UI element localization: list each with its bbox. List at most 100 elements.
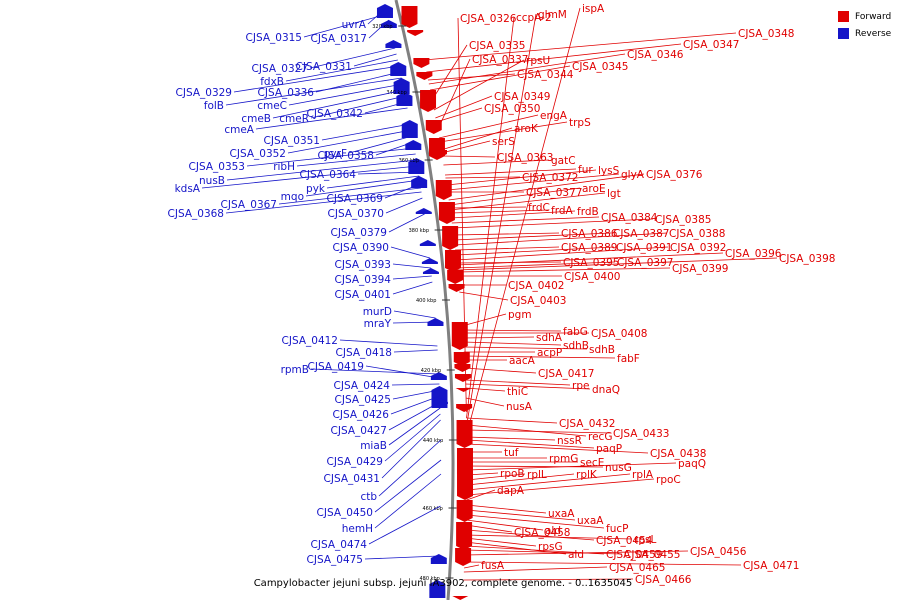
- forward-feature-arrow[interactable]: [416, 72, 433, 80]
- forward-feature-arrow[interactable]: [442, 226, 459, 250]
- reverse-gene-label[interactable]: CJSA_0352: [230, 148, 286, 160]
- reverse-gene-label[interactable]: CJSA_0331: [296, 61, 352, 73]
- forward-feature-arrow[interactable]: [447, 270, 464, 284]
- reverse-gene-label[interactable]: CJSA_0418: [336, 347, 392, 359]
- reverse-gene-label[interactable]: cmeC: [257, 100, 287, 112]
- forward-gene-label[interactable]: fusA: [481, 560, 505, 572]
- forward-gene-label[interactable]: CJSA_0348: [738, 28, 794, 40]
- forward-gene-label[interactable]: CJSA_0466: [635, 574, 692, 586]
- reverse-gene-label[interactable]: CJSA_0353: [189, 161, 245, 173]
- reverse-gene-label[interactable]: CJSA_0401: [335, 289, 391, 301]
- forward-feature-arrow[interactable]: [456, 448, 473, 478]
- reverse-gene-label[interactable]: pyrF: [324, 148, 347, 160]
- reverse-gene-label[interactable]: CJSA_0426: [333, 409, 390, 421]
- reverse-feature-arrow[interactable]: [385, 40, 402, 48]
- forward-feature-arrow[interactable]: [451, 322, 468, 350]
- reverse-feature-arrow[interactable]: [405, 140, 422, 150]
- reverse-gene-label[interactable]: CJSA_0342: [307, 108, 363, 120]
- forward-gene-label[interactable]: rplL: [527, 469, 547, 481]
- forward-gene-label[interactable]: sdhA: [536, 332, 563, 344]
- forward-gene-label[interactable]: CJSA_0471: [743, 560, 799, 572]
- reverse-feature-arrow[interactable]: [401, 120, 418, 138]
- forward-gene-label[interactable]: fabG: [563, 326, 588, 338]
- forward-gene-label[interactable]: CJSA_0335: [469, 40, 525, 52]
- reverse-gene-label[interactable]: CJSA_0351: [264, 135, 320, 147]
- forward-gene-label[interactable]: paqP: [596, 443, 622, 455]
- reverse-gene-label[interactable]: CJSA_0358: [318, 150, 374, 162]
- forward-feature-arrow[interactable]: [457, 474, 474, 500]
- reverse-gene-label[interactable]: uvrA: [342, 19, 367, 31]
- reverse-gene-label[interactable]: mraY: [364, 318, 392, 330]
- forward-gene-label[interactable]: glmM: [538, 9, 567, 21]
- reverse-feature-arrow[interactable]: [380, 20, 397, 28]
- forward-gene-label[interactable]: rpsU: [526, 55, 550, 67]
- forward-feature-arrow[interactable]: [455, 388, 472, 392]
- forward-gene-label[interactable]: CJSA_0395: [563, 257, 619, 269]
- forward-gene-label[interactable]: CJSA_0454: [596, 535, 653, 547]
- forward-gene-label[interactable]: CJSA_0372: [522, 172, 578, 184]
- forward-gene-label[interactable]: thiC: [507, 386, 528, 398]
- reverse-gene-label[interactable]: CJSA_0317: [311, 33, 367, 45]
- reverse-gene-label[interactable]: folB: [204, 100, 224, 112]
- forward-gene-label[interactable]: nssR: [557, 435, 582, 447]
- forward-gene-label[interactable]: CJSA_0400: [564, 271, 620, 283]
- reverse-feature-arrow[interactable]: [421, 258, 438, 264]
- forward-gene-label[interactable]: CJSA_0402: [508, 280, 564, 292]
- forward-gene-label[interactable]: ald: [545, 525, 561, 537]
- forward-gene-label[interactable]: serS: [492, 136, 515, 148]
- forward-gene-label[interactable]: CJSA_0350: [484, 103, 540, 115]
- reverse-feature-arrow[interactable]: [376, 4, 393, 18]
- forward-gene-label[interactable]: nusG: [605, 462, 632, 474]
- forward-gene-label[interactable]: engA: [540, 110, 568, 122]
- reverse-feature-arrow[interactable]: [431, 398, 448, 404]
- forward-gene-label[interactable]: pgm: [508, 309, 532, 321]
- forward-gene-label[interactable]: fabF: [617, 353, 640, 365]
- reverse-gene-label[interactable]: CJSA_0390: [333, 242, 389, 254]
- forward-gene-label[interactable]: CJSA_0396: [725, 248, 782, 260]
- forward-gene-label[interactable]: aacA: [509, 355, 536, 367]
- forward-gene-label[interactable]: CJSA_0456: [690, 546, 747, 558]
- reverse-feature-arrow[interactable]: [422, 268, 439, 274]
- reverse-gene-label[interactable]: CJSA_0315: [246, 32, 302, 44]
- forward-gene-label[interactable]: CJSA_0384: [601, 212, 658, 224]
- forward-gene-label[interactable]: CJSA_0459: [606, 549, 662, 561]
- reverse-gene-label[interactable]: mqo: [281, 191, 304, 203]
- forward-gene-label[interactable]: rpoC: [656, 474, 681, 486]
- forward-gene-label[interactable]: frdB: [577, 206, 599, 218]
- forward-feature-arrow[interactable]: [438, 202, 455, 224]
- forward-gene-label[interactable]: CJSA_0391: [616, 242, 672, 254]
- reverse-gene-label[interactable]: CJSA_0427: [331, 425, 387, 437]
- forward-gene-label[interactable]: ccpA-2: [516, 12, 552, 24]
- forward-gene-label[interactable]: CJSA_0385: [655, 214, 711, 226]
- reverse-gene-label[interactable]: CJSA_0424: [334, 380, 391, 392]
- reverse-gene-label[interactable]: CJSA_0429: [327, 456, 383, 468]
- forward-gene-label[interactable]: nusA: [506, 401, 533, 413]
- forward-gene-label[interactable]: CJSA_0363: [497, 152, 553, 164]
- forward-gene-label[interactable]: acpP: [537, 347, 562, 359]
- forward-gene-label[interactable]: CJSA_0417: [538, 368, 594, 380]
- forward-gene-label[interactable]: frdA: [551, 205, 573, 217]
- forward-gene-label[interactable]: CJSA_0387: [613, 228, 669, 240]
- forward-gene-label[interactable]: dnaQ: [592, 384, 620, 396]
- reverse-gene-label[interactable]: CJSA_0368: [168, 208, 224, 220]
- forward-gene-label[interactable]: CJSA_0337: [472, 54, 528, 66]
- forward-gene-label[interactable]: gatC: [551, 155, 576, 167]
- reverse-gene-label[interactable]: CJSA_0425: [335, 394, 391, 406]
- reverse-gene-label[interactable]: cmeR: [279, 113, 309, 125]
- forward-gene-label[interactable]: CJSA_0347: [683, 39, 739, 51]
- forward-feature-arrow[interactable]: [401, 6, 418, 28]
- reverse-gene-label[interactable]: CJSA_0369: [327, 193, 383, 205]
- forward-gene-label[interactable]: rpsG: [538, 541, 563, 553]
- reverse-gene-label[interactable]: hemH: [342, 523, 373, 535]
- forward-gene-label[interactable]: CJSA_0326: [460, 13, 517, 25]
- reverse-gene-label[interactable]: CJSA_0474: [311, 539, 368, 551]
- forward-gene-label[interactable]: dapA: [497, 485, 525, 497]
- reverse-gene-label[interactable]: pyk: [306, 183, 326, 195]
- forward-gene-label[interactable]: frdC: [528, 202, 550, 214]
- forward-feature-arrow[interactable]: [456, 522, 473, 550]
- reverse-feature-arrow[interactable]: [429, 580, 446, 598]
- forward-feature-arrow[interactable]: [452, 596, 469, 600]
- forward-feature-arrow[interactable]: [454, 374, 471, 382]
- forward-feature-arrow[interactable]: [448, 284, 465, 292]
- reverse-gene-label[interactable]: CJSA_0412: [282, 335, 338, 347]
